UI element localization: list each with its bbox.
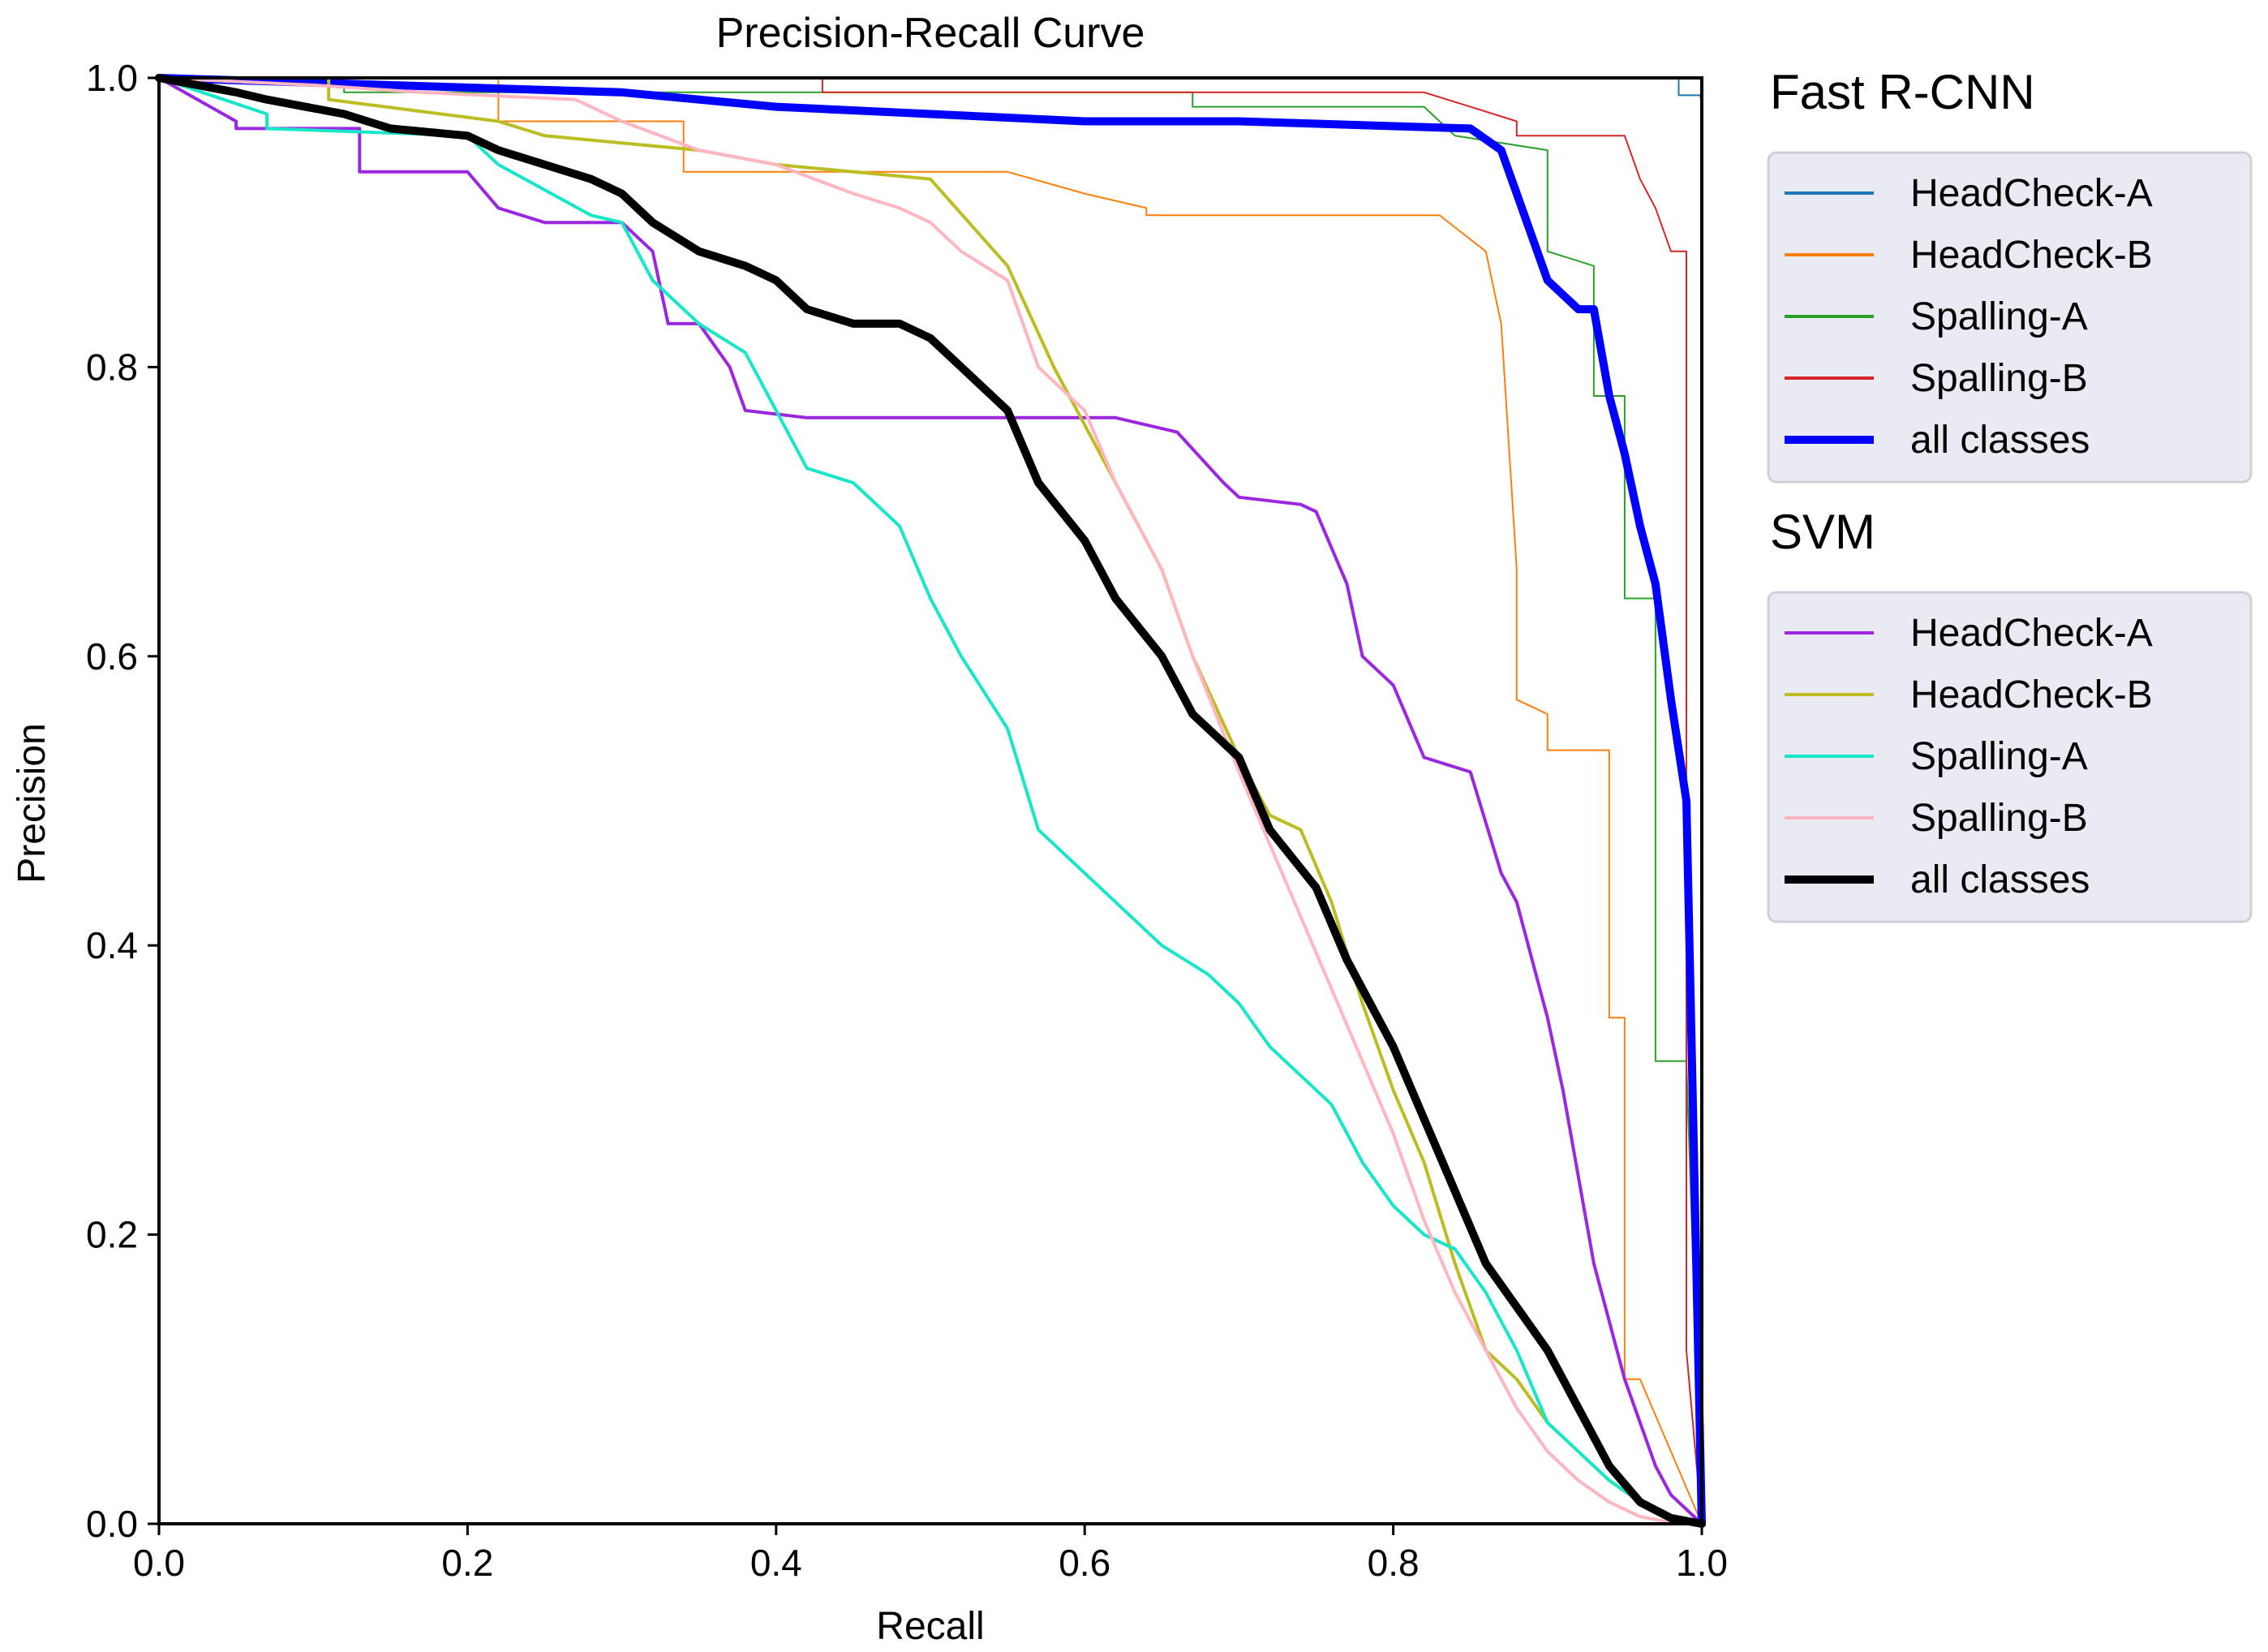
svm-all-classes-line (155, 74, 1706, 1528)
chart-title: Precision-Recall Curve (716, 10, 1145, 57)
legend-box (1767, 591, 2253, 923)
fast-r-cnn-spalling-b-line (158, 77, 1703, 1525)
x-tick-label: 0.2 (441, 1542, 493, 1584)
x-tick-label: 1.0 (1676, 1542, 1728, 1584)
legend-label: Spalling-B (1910, 797, 2088, 840)
x-axis-label: Recall (876, 1605, 984, 1648)
legend-title: SVM (1770, 505, 1875, 559)
y-axis: 0.0 0.2 0.4 0.6 0.8 1.0 (86, 57, 159, 1545)
y-tick-label: 1.0 (86, 57, 138, 99)
svm-spalling-a-line (157, 76, 1703, 1525)
legend-label: HeadCheck-B (1910, 234, 2153, 277)
legends: Fast R-CNN HeadCheck-A HeadCheck-B Spalling… (1767, 65, 2253, 923)
y-tick-label: 0.6 (86, 635, 138, 678)
x-tick-label: 0.0 (133, 1542, 185, 1584)
legend-fast-r-cnn: Fast R-CNN HeadCheck-A HeadCheck-B Spalling… (1767, 65, 2253, 484)
svm-headcheck-a-line (157, 76, 1703, 1525)
fast-r-cnn-headcheck-b-line (158, 77, 1703, 1525)
x-tick-label: 0.6 (1059, 1542, 1110, 1584)
legend-label: Spalling-A (1910, 735, 2088, 778)
legend-label: Spalling-A (1910, 295, 2088, 338)
y-axis-label: Precision (11, 723, 54, 883)
x-tick-label: 0.8 (1368, 1542, 1420, 1584)
x-tick-label: 0.4 (750, 1542, 802, 1584)
legend-label: HeadCheck-A (1910, 612, 2153, 655)
legend-label: HeadCheck-B (1910, 673, 2153, 716)
y-tick-label: 0.0 (86, 1503, 138, 1545)
series-layer (155, 74, 1706, 1528)
fast-r-cnn-all-classes-line (155, 74, 1706, 1528)
legend-label: Spalling-B (1910, 357, 2088, 400)
svm-spalling-b-line (157, 76, 1703, 1525)
legend-svm: SVM HeadCheck-A HeadCheck-B Spalling-A Spall… (1767, 505, 2253, 923)
legend-label: all classes (1910, 419, 2090, 462)
legend-box (1767, 151, 2253, 484)
legend-label: all classes (1910, 858, 2090, 901)
plot-frame (157, 76, 1703, 1525)
y-tick-label: 0.2 (86, 1214, 138, 1256)
legend-title: Fast R-CNN (1770, 65, 2035, 119)
legend-label: HeadCheck-A (1910, 172, 2153, 215)
svm-headcheck-b-line (157, 76, 1703, 1525)
y-tick-label: 0.8 (86, 346, 138, 388)
x-axis: 0.0 0.2 0.4 0.6 0.8 1.0 (133, 1524, 1728, 1584)
y-tick-label: 0.4 (86, 924, 138, 966)
